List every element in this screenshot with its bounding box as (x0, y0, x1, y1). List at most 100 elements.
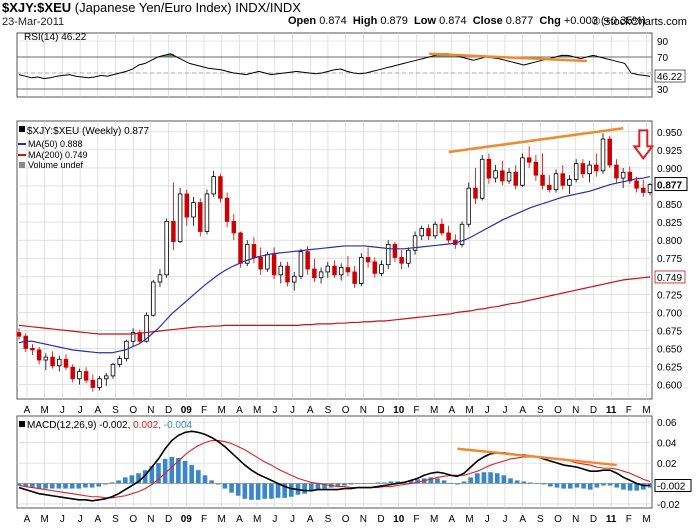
candle-up (567, 179, 572, 186)
price-x-tick-label: J (60, 405, 65, 416)
macd-tick-label: 0.04 (657, 439, 677, 450)
open-label: Open (288, 15, 317, 27)
candle-down (23, 335, 28, 349)
macd-legend-value: MACD(12,26,9) -0.002, (27, 420, 133, 431)
macd-histogram-bar (634, 483, 640, 491)
macd-histogram-bar (322, 483, 327, 489)
macd-histogram-bar (435, 478, 440, 484)
rsi-overbought-fill (564, 55, 572, 57)
macd-x-tick-label: 09 (181, 514, 193, 525)
candle-down (634, 180, 639, 189)
price-tick-label: 0.825 (657, 218, 682, 229)
macd-x-tick-label: A (519, 514, 526, 525)
macd-histogram-bar (249, 483, 254, 500)
macd-histogram-bar (122, 477, 128, 484)
macd-histogram-bar (83, 483, 88, 488)
candle-down (63, 358, 69, 368)
candle-down (641, 187, 646, 193)
price-tick-label: 0.650 (657, 344, 682, 355)
candle-up (117, 358, 122, 365)
candle-down (171, 220, 176, 242)
macd-histogram-bar (196, 470, 201, 484)
candle-up (318, 271, 324, 279)
macd-histogram-bar (16, 483, 22, 486)
price-x-tick-label: D (165, 405, 172, 416)
macd-histogram-bar (554, 483, 560, 488)
candle-up (291, 275, 297, 283)
macd-histogram-bar (222, 483, 228, 489)
price-tick-label: 0.850 (657, 200, 682, 211)
price-last-value: 0.877 (657, 181, 682, 192)
macd-histogram-bar (601, 483, 606, 486)
macd-legend-swatch (19, 421, 25, 427)
macd-histogram-bar (63, 483, 68, 489)
low-label: Low (414, 15, 437, 27)
candle-down (540, 174, 545, 186)
price-x-tick-label: M (465, 405, 473, 416)
macd-histogram-bar (541, 483, 547, 485)
price-x-tick-label: M (253, 405, 261, 416)
candle-down (560, 173, 565, 186)
macd-histogram-bar (182, 460, 188, 484)
candle-down (184, 193, 190, 218)
price-x-tick-label: M (430, 405, 438, 416)
high-label: High (352, 15, 378, 27)
candle-down (83, 371, 89, 381)
macd-histogram-bar (255, 483, 261, 500)
macd-histogram-bar (282, 483, 288, 498)
candle-down (16, 332, 22, 337)
macd-legend-signal: 0.002, (133, 420, 164, 431)
price-x-tick-label: J (485, 405, 490, 416)
candle-up (412, 235, 418, 251)
rsi-overbought-fill (558, 55, 566, 57)
candle-down (513, 171, 518, 186)
macd-x-tick-label: D (165, 514, 172, 525)
macd-histogram-bar (142, 470, 148, 484)
candle-up (419, 228, 425, 237)
price-tick-label: 0.725 (657, 290, 682, 301)
macd-x-tick-label: A (307, 514, 314, 525)
open-value: 0.874 (319, 15, 347, 27)
price-tick-label: 0.925 (657, 146, 682, 157)
candle-up (325, 265, 331, 273)
ma50-legend: MA(50) 0.888 (28, 139, 83, 149)
candle-down (345, 267, 351, 273)
candle-down (607, 138, 612, 166)
stockcharts-watermark: © StockCharts.com (592, 16, 687, 28)
candle-up (57, 358, 62, 367)
ma50-line (18, 176, 651, 354)
macd-histogram-bar (29, 483, 35, 488)
macd-histogram-bar (594, 483, 600, 488)
macd-x-tick-label: A (94, 514, 101, 525)
macd-histogram-bar (49, 483, 55, 489)
low-value: 0.874 (439, 15, 467, 27)
candle-down (352, 271, 357, 284)
macd-tick-label: 0.06 (657, 418, 677, 429)
macd-last-value-box (654, 479, 692, 493)
candle-down (526, 157, 532, 163)
price-x-tick-label: D (377, 405, 384, 416)
macd-histogram-bar (169, 456, 175, 484)
close-label: Close (472, 15, 503, 27)
macd-histogram-bar (641, 483, 646, 490)
candle-up (151, 281, 156, 316)
macd-histogram-bar (96, 483, 102, 487)
candle-up (432, 223, 438, 237)
macd-histogram-bar (561, 483, 566, 489)
macd-histogram-bar (315, 483, 321, 490)
macd-x-tick-label: M (218, 514, 226, 525)
candle-down (473, 187, 478, 199)
rsi-divergence-trendline (429, 52, 587, 63)
macd-histogram-bar (262, 483, 268, 499)
macd-histogram-bar (136, 473, 141, 484)
macd-x-tick-label: D (377, 514, 384, 525)
candle-up (77, 371, 82, 380)
candle-up (520, 157, 525, 186)
macd-x-tick-label: S (112, 514, 119, 525)
candle-down (251, 244, 257, 258)
candle-up (620, 171, 626, 179)
ma200-last-value: 0.749 (657, 273, 682, 284)
macd-histogram-bar (408, 480, 414, 484)
macd-histogram-bar (375, 482, 380, 484)
ma200-last-value-box (654, 270, 686, 284)
